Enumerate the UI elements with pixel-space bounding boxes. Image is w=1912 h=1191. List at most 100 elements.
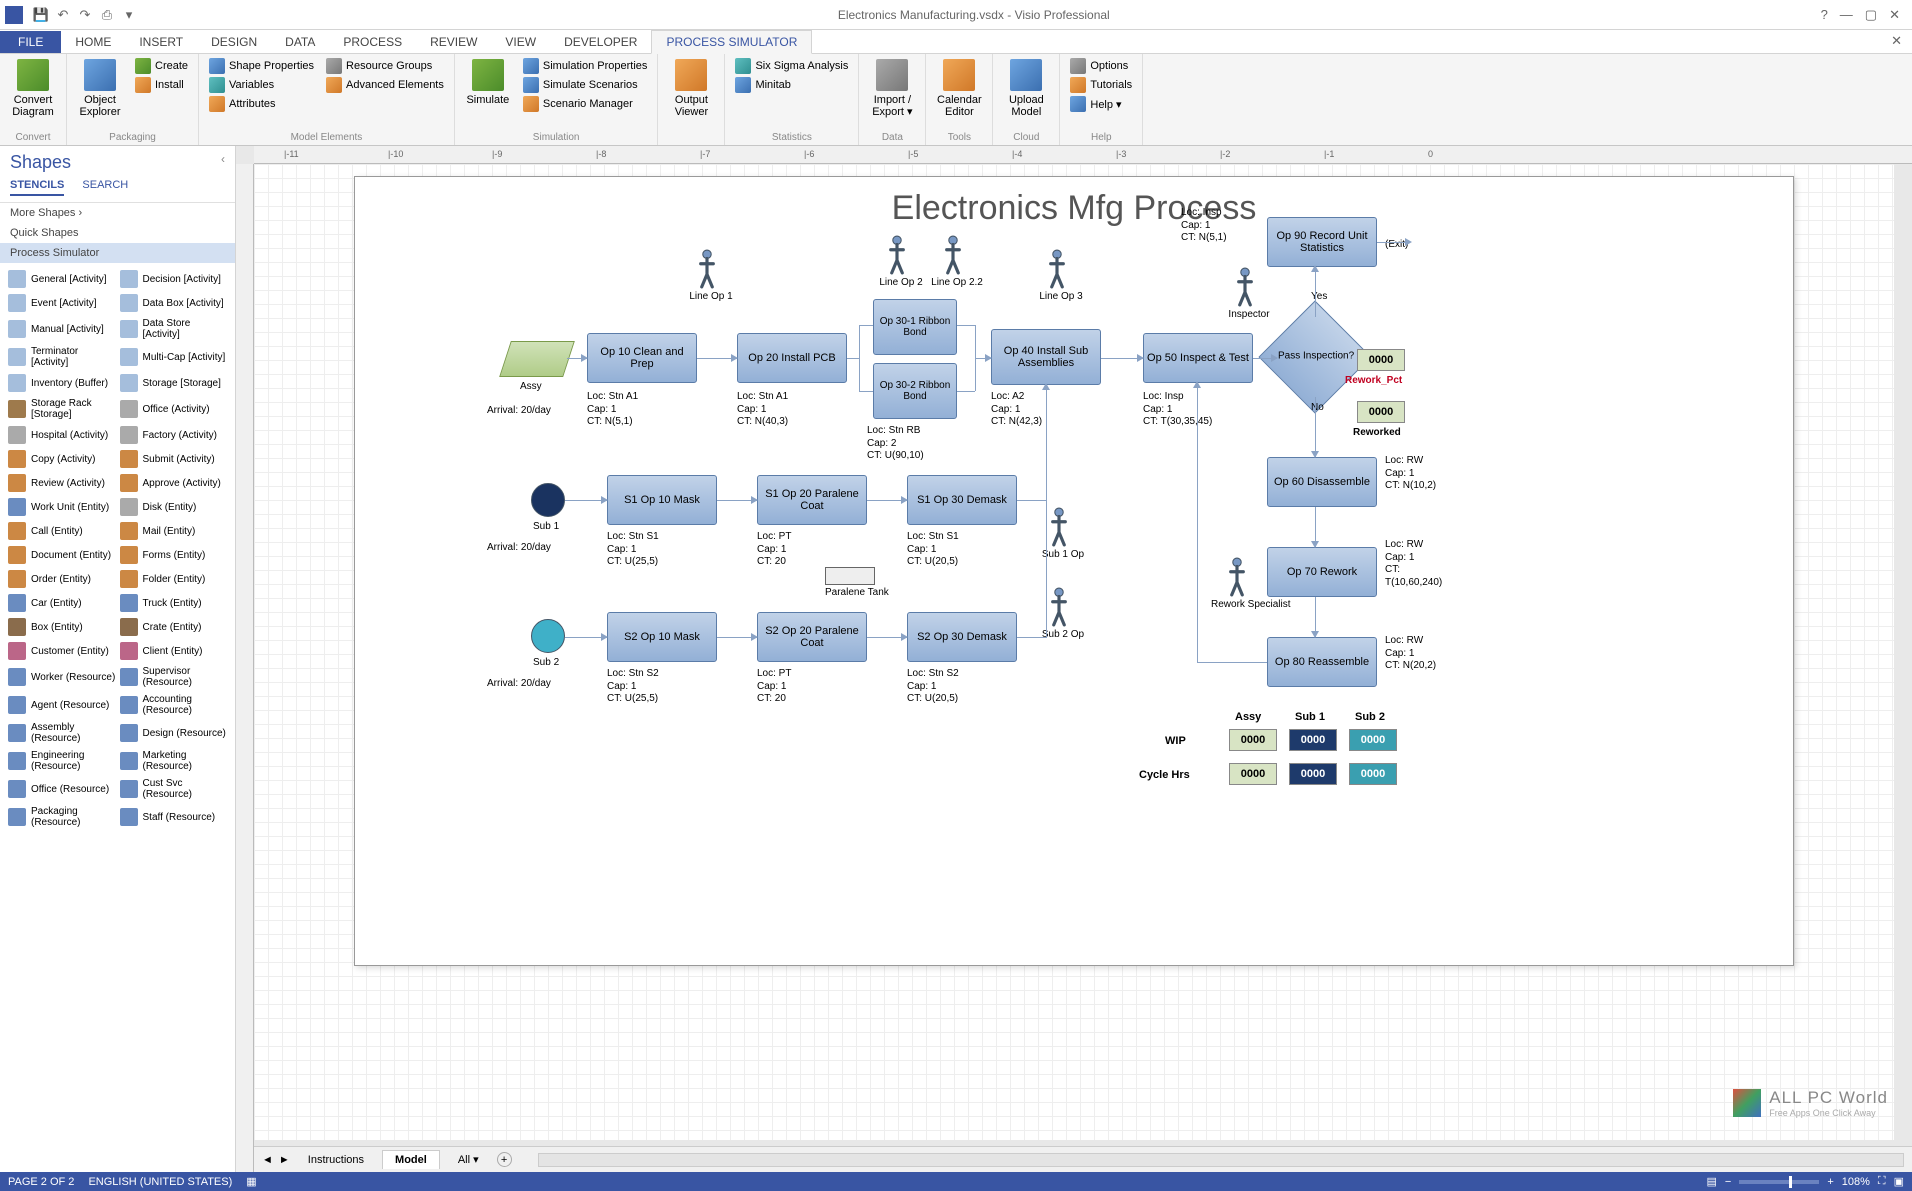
tab-home[interactable]: HOME: [61, 31, 125, 53]
op90-box[interactable]: Op 90 Record Unit Statistics: [1267, 217, 1377, 267]
resource-groups-button[interactable]: Resource Groups: [322, 57, 448, 75]
qat-redo-icon[interactable]: ↷: [75, 5, 95, 25]
help-icon[interactable]: ?: [1821, 7, 1828, 23]
shape-storage-rack-storage-[interactable]: Storage Rack [Storage]: [6, 395, 118, 423]
person-op22[interactable]: [941, 235, 965, 278]
import-export--button[interactable]: Import / Export ▾: [865, 57, 919, 120]
shape-multi-cap-activity-[interactable]: Multi-Cap [Activity]: [118, 343, 230, 371]
zoom-in-icon[interactable]: +: [1827, 1176, 1833, 1188]
shape-crate-entity-[interactable]: Crate (Entity): [118, 615, 230, 639]
op80-box[interactable]: Op 80 Reassemble: [1267, 637, 1377, 687]
s2op20-box[interactable]: S2 Op 20 Paralene Coat: [757, 612, 867, 662]
view-normal-icon[interactable]: ▤: [1706, 1175, 1716, 1188]
op70-box[interactable]: Op 70 Rework: [1267, 547, 1377, 597]
shape-truck-entity-[interactable]: Truck (Entity): [118, 591, 230, 615]
op40-box[interactable]: Op 40 Install Sub Assemblies: [991, 329, 1101, 385]
shape-properties-button[interactable]: Shape Properties: [205, 57, 318, 75]
shape-storage-storage-[interactable]: Storage [Storage]: [118, 371, 230, 395]
shape-assembly-resource-[interactable]: Assembly (Resource): [6, 719, 118, 747]
op50-box[interactable]: Op 50 Inspect & Test: [1143, 333, 1253, 383]
shape-folder-entity-[interactable]: Folder (Entity): [118, 567, 230, 591]
s2op10-box[interactable]: S2 Op 10 Mask: [607, 612, 717, 662]
shape-submit-activity-[interactable]: Submit (Activity): [118, 447, 230, 471]
qat-more-icon[interactable]: ⎙: [97, 5, 117, 25]
shape-document-entity-[interactable]: Document (Entity): [6, 543, 118, 567]
convert-diagram-button[interactable]: Convert Diagram: [6, 57, 60, 120]
shape-decision-activity-[interactable]: Decision [Activity]: [118, 267, 230, 291]
shape-agent-resource-[interactable]: Agent (Resource): [6, 691, 118, 719]
process-simulator-link[interactable]: Process Simulator: [0, 243, 235, 263]
shape-general-activity-[interactable]: General [Activity]: [6, 267, 118, 291]
search-tab[interactable]: SEARCH: [82, 179, 128, 196]
shape-office-resource-[interactable]: Office (Resource): [6, 775, 118, 803]
shape-cust-svc-resource-[interactable]: Cust Svc (Resource): [118, 775, 230, 803]
language-indicator[interactable]: ENGLISH (UNITED STATES): [88, 1176, 232, 1188]
person-sub1[interactable]: [1047, 507, 1071, 550]
sheet-instructions[interactable]: Instructions: [296, 1151, 376, 1169]
fit-page-icon[interactable]: ⛶: [1878, 1175, 1886, 1188]
shape-copy-activity-[interactable]: Copy (Activity): [6, 447, 118, 471]
shape-data-box-activity-[interactable]: Data Box [Activity]: [118, 291, 230, 315]
shape-forms-entity-[interactable]: Forms (Entity): [118, 543, 230, 567]
shape-call-entity-[interactable]: Call (Entity): [6, 519, 118, 543]
shape-approve-activity-[interactable]: Approve (Activity): [118, 471, 230, 495]
person-sub2[interactable]: [1047, 587, 1071, 630]
tab-developer[interactable]: DEVELOPER: [550, 31, 651, 53]
shape-packaging-resource-[interactable]: Packaging (Resource): [6, 803, 118, 831]
shape-client-entity-[interactable]: Client (Entity): [118, 639, 230, 663]
horizontal-scrollbar[interactable]: [538, 1153, 1904, 1167]
shape-review-activity-[interactable]: Review (Activity): [6, 471, 118, 495]
minitab-button[interactable]: Minitab: [731, 76, 852, 94]
ribbon-close-icon[interactable]: ✕: [1881, 29, 1912, 53]
person-op2[interactable]: [885, 235, 909, 278]
person-op1[interactable]: [695, 249, 719, 292]
stencils-tab[interactable]: STENCILS: [10, 179, 64, 196]
s1op30-box[interactable]: S1 Op 30 Demask: [907, 475, 1017, 525]
quick-shapes-link[interactable]: Quick Shapes: [0, 223, 235, 243]
s1op20-box[interactable]: S1 Op 20 Paralene Coat: [757, 475, 867, 525]
create-button[interactable]: Create: [131, 57, 192, 75]
scenario-manager-button[interactable]: Scenario Manager: [519, 95, 652, 113]
tank-shape[interactable]: [825, 567, 875, 585]
qat-save-icon[interactable]: 💾: [31, 5, 51, 25]
presentation-icon[interactable]: ▣: [1894, 1175, 1904, 1188]
simulation-properties-button[interactable]: Simulation Properties: [519, 57, 652, 75]
sub1-entity[interactable]: [531, 483, 565, 517]
tab-view[interactable]: VIEW: [491, 31, 550, 53]
op60-box[interactable]: Op 60 Disassemble: [1267, 457, 1377, 507]
tab-insert[interactable]: INSERT: [125, 31, 197, 53]
advanced-elements-button[interactable]: Advanced Elements: [322, 76, 448, 94]
shape-worker-resource-[interactable]: Worker (Resource): [6, 663, 118, 691]
sheet-nav-prev-icon[interactable]: ◄: [262, 1154, 273, 1166]
s2op30-box[interactable]: S2 Op 30 Demask: [907, 612, 1017, 662]
sheet-nav-next-icon[interactable]: ►: [279, 1154, 290, 1166]
upload-model-button[interactable]: Upload Model: [999, 57, 1053, 120]
shape-box-entity-[interactable]: Box (Entity): [6, 615, 118, 639]
shape-supervisor-resource-[interactable]: Supervisor (Resource): [118, 663, 230, 691]
output-viewer-button[interactable]: Output Viewer: [664, 57, 718, 120]
shape-mail-entity-[interactable]: Mail (Entity): [118, 519, 230, 543]
zoom-out-icon[interactable]: −: [1725, 1176, 1731, 1188]
six-sigma-analysis-button[interactable]: Six Sigma Analysis: [731, 57, 852, 75]
tab-process-simulator[interactable]: PROCESS SIMULATOR: [651, 30, 812, 54]
tab-design[interactable]: DESIGN: [197, 31, 271, 53]
file-tab[interactable]: FILE: [0, 31, 61, 53]
person-op3[interactable]: [1045, 249, 1069, 292]
collapse-shapes-icon[interactable]: ‹: [221, 152, 225, 173]
shape-hospital-activity-[interactable]: Hospital (Activity): [6, 423, 118, 447]
calendar-editor-button[interactable]: Calendar Editor: [932, 57, 986, 120]
s1op10-box[interactable]: S1 Op 10 Mask: [607, 475, 717, 525]
tutorials-button[interactable]: Tutorials: [1066, 76, 1136, 94]
attributes-button[interactable]: Attributes: [205, 95, 318, 113]
minimize-icon[interactable]: —: [1840, 7, 1853, 23]
help--button[interactable]: Help ▾: [1066, 95, 1136, 113]
simulate-scenarios-button[interactable]: Simulate Scenarios: [519, 76, 652, 94]
install-button[interactable]: Install: [131, 76, 192, 94]
options-button[interactable]: Options: [1066, 57, 1136, 75]
shape-staff-resource-[interactable]: Staff (Resource): [118, 803, 230, 831]
close-icon[interactable]: ✕: [1889, 7, 1900, 23]
sheet-all[interactable]: All ▾: [446, 1150, 491, 1169]
sheet-model[interactable]: Model: [382, 1150, 440, 1169]
shape-design-resource-[interactable]: Design (Resource): [118, 719, 230, 747]
variables-button[interactable]: Variables: [205, 76, 318, 94]
